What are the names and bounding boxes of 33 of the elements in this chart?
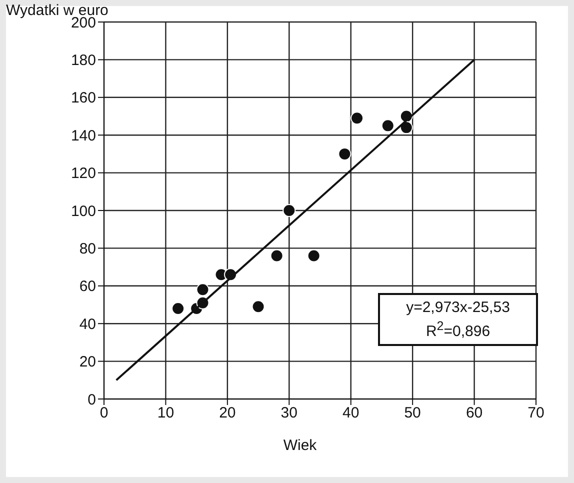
point	[282, 204, 296, 217]
point	[172, 302, 185, 316]
y-tick-label: 120	[70, 165, 96, 182]
y-tick-label: 140	[70, 127, 96, 144]
point	[381, 119, 394, 132]
y-tick-label: 80	[79, 240, 96, 258]
y-tick-label: 100	[70, 202, 96, 220]
y-tick-label: 20	[79, 354, 96, 371]
point	[252, 300, 265, 314]
y-tick-label: 40	[79, 316, 96, 333]
x-tick-label: 10	[157, 404, 174, 422]
x-tick-label: 40	[342, 404, 360, 422]
point	[307, 249, 320, 262]
point	[400, 121, 413, 134]
annotation: R$^{2}$=0,896	[424, 318, 492, 341]
y-tick-label: 160	[70, 90, 96, 107]
x-tick-label: 50	[404, 404, 421, 422]
y-tick-label: 0	[88, 391, 96, 408]
x-tick-label: 30	[280, 404, 298, 422]
annotation: y=2,973x-25,53	[405, 298, 511, 317]
point	[196, 283, 210, 296]
y-tick-label: 180	[70, 52, 96, 70]
x-tick-label: 20	[219, 404, 236, 422]
x-tick-label: 0	[100, 404, 108, 422]
point	[270, 249, 284, 262]
point	[350, 112, 364, 125]
y-tick-label: 60	[79, 278, 96, 296]
equation-box: y=2,973x-25,53 R$^{2}$=0,896	[378, 293, 538, 346]
x-axis-title: Wiek	[282, 437, 318, 454]
y-tick-label: 200	[70, 14, 96, 32]
x-tick-label: 70	[528, 404, 544, 422]
point	[338, 147, 352, 160]
x-tick-label: 60	[466, 404, 483, 422]
